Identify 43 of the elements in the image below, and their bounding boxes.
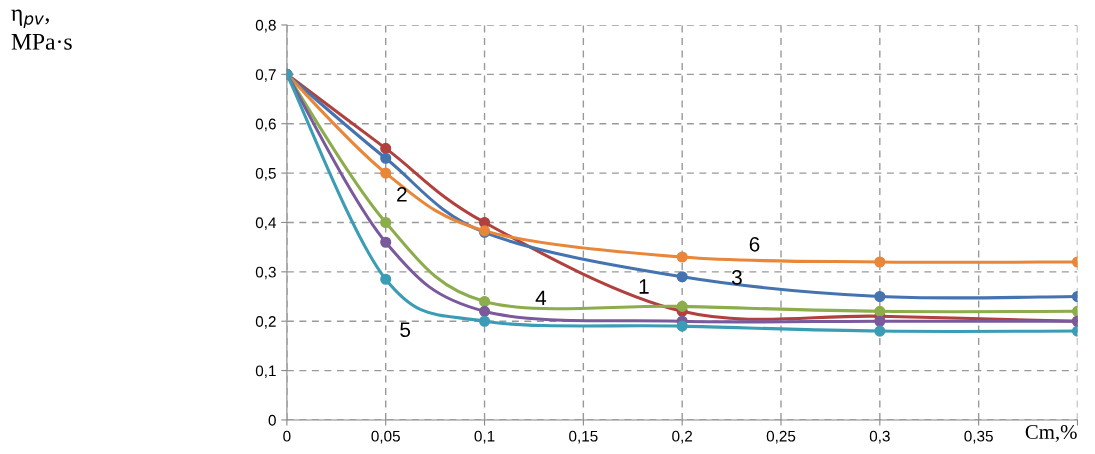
y-tick-label: 0,5 <box>255 167 276 181</box>
y-tick-label: 0,4 <box>255 217 277 230</box>
x-tick-label: 0,15 <box>569 430 598 444</box>
x-tick-label: 0,05 <box>371 430 400 444</box>
point <box>380 273 392 285</box>
text: η$_{pv}$, MPa·s <box>11 9 72 50</box>
annotation: 6 <box>749 236 760 252</box>
point <box>676 271 688 283</box>
x-tick-label: 0,25 <box>766 430 796 444</box>
point <box>874 290 886 303</box>
annotation: 5 <box>400 322 411 338</box>
y-tick-label: 0,2 <box>255 316 276 329</box>
point <box>874 256 886 268</box>
x-tick-label: 0,3 <box>869 430 890 444</box>
y-tick-label: 0,7 <box>255 69 276 82</box>
point <box>874 305 886 317</box>
y-tick-label: 0 <box>268 414 276 426</box>
annotation: 3 <box>731 270 742 285</box>
point <box>380 236 392 248</box>
y-tick-label: 0,1 <box>255 365 276 379</box>
y-tick-label: 0,8 <box>255 19 276 33</box>
point <box>478 315 491 327</box>
x-tick-label: 0,35 <box>964 430 993 444</box>
point <box>478 295 491 308</box>
y-tick-label: 0,3 <box>255 266 276 280</box>
annotation: 1 <box>639 279 649 294</box>
point <box>380 167 392 179</box>
point <box>676 300 688 312</box>
x-axis-title: Cm,% <box>1025 424 1077 442</box>
x-tick-label: 0,2 <box>672 430 693 444</box>
point <box>874 325 886 337</box>
point <box>676 320 688 332</box>
point <box>380 216 392 229</box>
x-tick-label: 0,1 <box>474 430 495 444</box>
x-tick-label: 0 <box>283 430 291 442</box>
point <box>380 152 392 164</box>
point <box>380 142 392 154</box>
point <box>478 305 491 317</box>
point <box>676 251 688 263</box>
annotation: 4 <box>535 290 547 306</box>
point <box>874 315 886 327</box>
y-tick-label: 0,6 <box>255 118 276 132</box>
annotation: 2 <box>397 186 407 202</box>
